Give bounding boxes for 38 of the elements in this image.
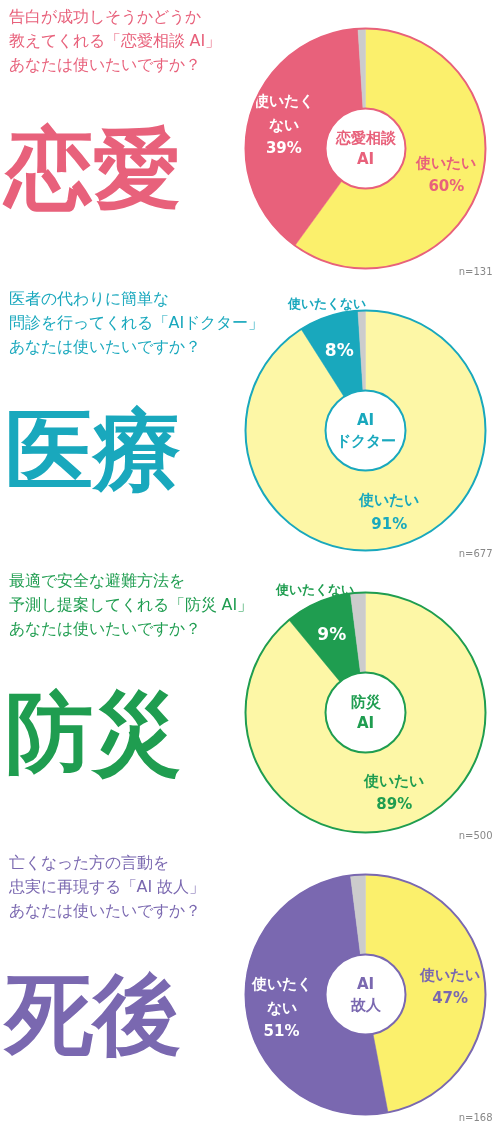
text: 教えてくれる「恋愛相談 AI」: [8, 30, 222, 50]
text: AI 故人: [349, 974, 382, 1015]
text: 恋愛相談 AI: [334, 128, 397, 169]
data-label: 89%: [376, 795, 413, 814]
text: n=500: [458, 829, 493, 841]
text: n=131: [458, 265, 493, 277]
slice-label: 使いたい: [363, 771, 425, 790]
text: 医者の代わりに簡単な: [8, 288, 169, 308]
text: 恋愛: [1, 117, 181, 220]
slice-label: 使いたい: [358, 491, 420, 510]
text: 告白が成功しそうかどうか: [8, 6, 201, 26]
text: あなたは使いたいですか？: [8, 900, 201, 920]
text: AI ドクター: [335, 410, 396, 451]
text: 死後: [2, 963, 181, 1066]
text: 防災 AI: [350, 692, 381, 733]
text: あなたは使いたいですか？: [8, 336, 201, 356]
slice-label: 使いたくない: [286, 295, 366, 311]
slice-label: 使いたくない: [250, 975, 312, 1017]
text: n=168: [458, 1111, 493, 1123]
data-label: 39%: [265, 139, 302, 158]
data-label: 51%: [263, 1022, 300, 1041]
text: あなたは使いたいですか？: [8, 54, 201, 74]
text: 防災: [4, 681, 181, 784]
data-label: 9%: [317, 624, 347, 645]
data-label: 47%: [432, 989, 469, 1008]
text: あなたは使いたいですか？: [8, 618, 201, 638]
text: 予測し提案してくれる「防災 AI」: [8, 594, 254, 614]
text: 最適で安全な避難方法を: [8, 570, 185, 590]
text: 忠実に再現する「AI 故人」: [7, 876, 206, 896]
data-label: 8%: [324, 339, 354, 360]
text: 問診を行ってくれる「AIドクター」: [8, 312, 265, 332]
data-label: 60%: [428, 177, 465, 196]
data-label: 91%: [371, 514, 408, 533]
slice-label: 使いたい: [419, 965, 481, 984]
slice-label: 使いたい: [415, 154, 477, 173]
text: 医療: [4, 399, 181, 502]
text: n=677: [458, 547, 493, 559]
text: 亡くなった方の言動を: [8, 852, 169, 872]
